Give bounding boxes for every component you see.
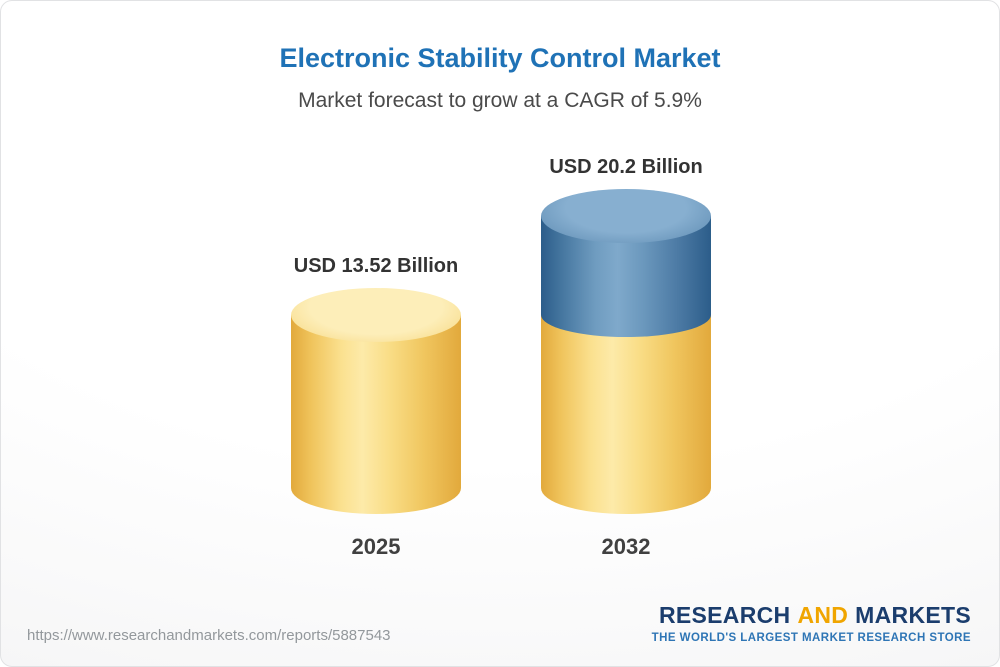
bar-group-2032: USD 20.2 Billion 2032	[541, 156, 711, 559]
bar-value-label: USD 13.52 Billion	[293, 255, 459, 277]
brand-word-and: AND	[797, 602, 849, 628]
bar-value-label: USD 20.2 Billion	[549, 156, 703, 178]
brand-word-markets: MARKETS	[855, 602, 971, 628]
chart-subtitle: Market forecast to grow at a CAGR of 5.9…	[298, 89, 702, 112]
bar-group-2025: USD 13.52 Billion 2025	[291, 255, 461, 559]
brand-word-research: RESEARCH	[658, 602, 791, 628]
cylinder-2025	[291, 288, 461, 514]
brand-logo: RESEARCH AND MARKETS THE WORLD'S LARGEST…	[652, 602, 971, 644]
report-url: https://www.researchandmarkets.com/repor…	[27, 627, 391, 644]
year-label: 2032	[601, 534, 651, 559]
cylinder-top-face	[291, 288, 461, 342]
cylinder-2032	[541, 189, 711, 514]
cylinder-segment-joint	[541, 292, 711, 337]
cylinder-gold-segment	[541, 314, 711, 514]
cylinder-top-face	[541, 189, 711, 243]
cylinder-gold-segment	[291, 315, 461, 514]
brand-tagline: THE WORLD'S LARGEST MARKET RESEARCH STOR…	[651, 632, 971, 644]
chart-title: Electronic Stability Control Market	[279, 43, 721, 73]
year-label: 2025	[351, 534, 401, 559]
brand-wordmark: RESEARCH AND MARKETS	[659, 602, 971, 629]
